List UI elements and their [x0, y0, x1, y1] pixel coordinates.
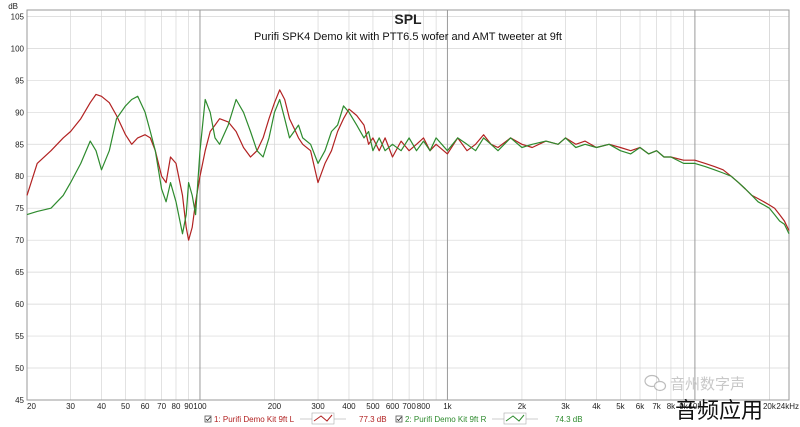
series-layer	[26, 89, 790, 241]
watermark-line-1: 音州数字声	[670, 375, 745, 393]
legend-label-right: 2: Purifi Demo Kit 9ft R	[405, 415, 487, 424]
x-tick-label: 700	[402, 402, 416, 411]
x-tick-label: 600	[386, 402, 400, 411]
x-tick-label: 20k	[763, 402, 777, 411]
legend-line-swatch-left[interactable]	[300, 412, 346, 425]
x-tick-label: 60	[141, 402, 150, 411]
x-tick-label: 5k	[616, 402, 625, 411]
x-tick-label: 300	[311, 402, 325, 411]
x-tick-label: 20	[27, 402, 36, 411]
legend-checkbox-right[interactable]	[395, 415, 403, 423]
x-tick-label: 800	[417, 402, 431, 411]
legend-label-left: 1: Purifi Demo Kit 9ft L	[214, 415, 295, 424]
y-tick-label: 85	[15, 140, 24, 149]
legend-checkbox-left[interactable]	[204, 415, 212, 423]
legend-swatch-icon	[313, 414, 333, 422]
y-tick-label: 95	[15, 76, 24, 85]
legend-check-icon	[205, 416, 211, 422]
y-tick-label: 80	[15, 172, 24, 181]
x-tick-label: 70	[157, 402, 166, 411]
x-tick-label: 30	[66, 402, 75, 411]
x-tick-label: 1k	[443, 402, 452, 411]
grid	[27, 10, 789, 401]
x-tick-label: 90	[184, 402, 193, 411]
legend: 1: Purifi Demo Kit 9ft L 77.3 dB 2: Puri…	[204, 412, 583, 425]
wechat-icon	[644, 374, 667, 392]
chart-title: SPL	[394, 11, 422, 27]
y-tick-label: 100	[11, 44, 25, 53]
x-tick-label: 8k	[667, 402, 676, 411]
plot-frame	[26, 9, 790, 401]
x-tick-label: 3k	[561, 402, 570, 411]
x-tick-label: 100	[193, 402, 207, 411]
x-tick-label: 500	[366, 402, 380, 411]
y-axis-label: dB	[8, 2, 18, 11]
y-tick-label: 45	[15, 396, 24, 405]
x-tick-label: 24kHz	[776, 402, 799, 411]
y-tick-label: 65	[15, 268, 24, 277]
legend-swatch-icon	[505, 414, 525, 422]
x-tick-label: 10k	[688, 402, 702, 411]
y-axis-ticks: 45 50 55 60 65 70 75 80 85 90 95 100 105	[11, 12, 25, 405]
x-tick-label: 400	[342, 402, 356, 411]
watermark-line-2: 音频应用	[675, 399, 763, 424]
plot-border	[26, 9, 790, 401]
watermark: 音州数字声 音频应用	[644, 374, 763, 424]
x-tick-label: 9k	[679, 402, 688, 411]
legend-check-icon	[396, 416, 402, 422]
legend-level-left: 77.3 dB	[359, 415, 387, 424]
x-tick-label: 4k	[592, 402, 601, 411]
y-tick-label: 105	[11, 12, 25, 21]
y-tick-label: 75	[15, 204, 24, 213]
legend-item-right[interactable]: 2: Purifi Demo Kit 9ft R 74.3 dB	[395, 412, 583, 425]
y-tick-label: 50	[15, 364, 24, 373]
x-tick-label: 7k	[652, 402, 661, 411]
chart-subtitle: Purifi SPK4 Demo kit with PTT6.5 wofer a…	[254, 31, 562, 43]
legend-item-left[interactable]: 1: Purifi Demo Kit 9ft L 77.3 dB	[204, 412, 387, 425]
legend-level-right: 74.3 dB	[555, 415, 583, 424]
x-tick-label: 40	[97, 402, 106, 411]
x-tick-label: 6k	[636, 402, 645, 411]
x-axis-ticks: 20 30 40 50 60 70 80 90 100 200 300 400 500 600 700 800…	[27, 402, 799, 411]
y-tick-label: 60	[15, 300, 24, 309]
y-tick-label: 55	[15, 332, 24, 341]
y-tick-label: 70	[15, 236, 24, 245]
x-tick-label: 50	[121, 402, 130, 411]
x-tick-label: 200	[268, 402, 282, 411]
y-tick-label: 90	[15, 108, 24, 117]
legend-line-swatch-right[interactable]	[492, 412, 538, 425]
series-line-2	[26, 95, 790, 235]
x-tick-label: 80	[172, 402, 181, 411]
x-tick-label: 2k	[518, 402, 527, 411]
